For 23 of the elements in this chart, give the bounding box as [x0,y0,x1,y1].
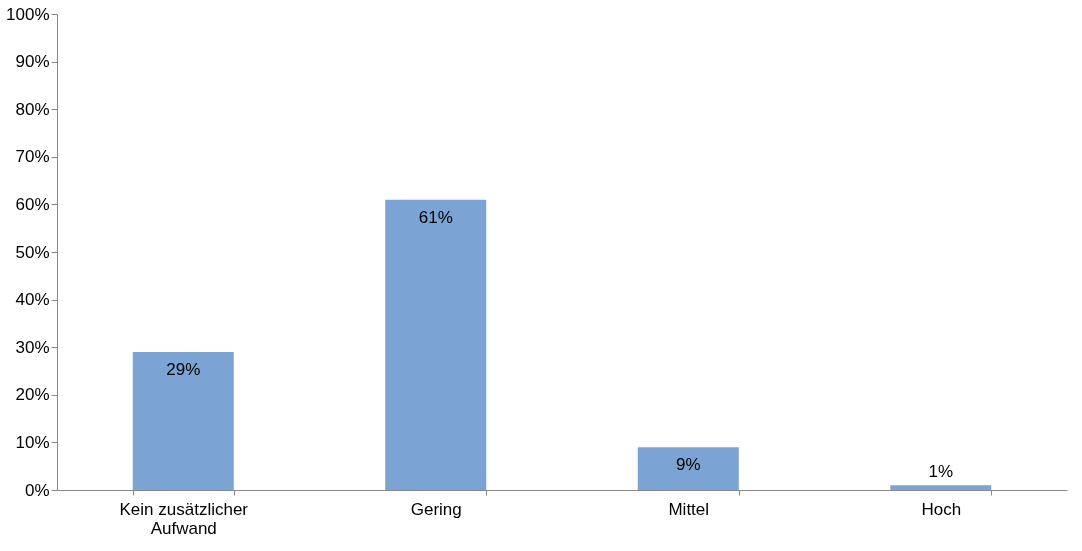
x-tick-label: Gering [410,499,462,519]
y-tick-label: 30% [15,337,50,357]
y-tick-label: 90% [15,52,50,72]
bar [890,485,992,490]
y-tick-label: 70% [15,147,50,167]
y-tick-label: 80% [15,99,50,119]
data-label: 9% [675,455,701,475]
x-tick-label: Kein zusätzlicher Aufwand [119,499,249,538]
bar [132,351,234,490]
y-tick-label: 60% [15,194,50,214]
y-tick-label: 0% [24,480,50,500]
data-label: 61% [418,207,453,227]
y-tick-label: 50% [15,242,50,262]
y-tick-label: 100% [6,4,50,24]
y-tick-label: 20% [15,385,50,405]
x-tick-label: Hoch [921,499,962,519]
bar [385,199,487,490]
y-tick-label: 40% [15,290,50,310]
data-label: 29% [166,359,201,379]
y-tick-label: 10% [15,432,50,452]
x-tick-label: Mittel [668,499,710,519]
data-label: 1% [928,462,954,482]
bar [637,447,739,490]
